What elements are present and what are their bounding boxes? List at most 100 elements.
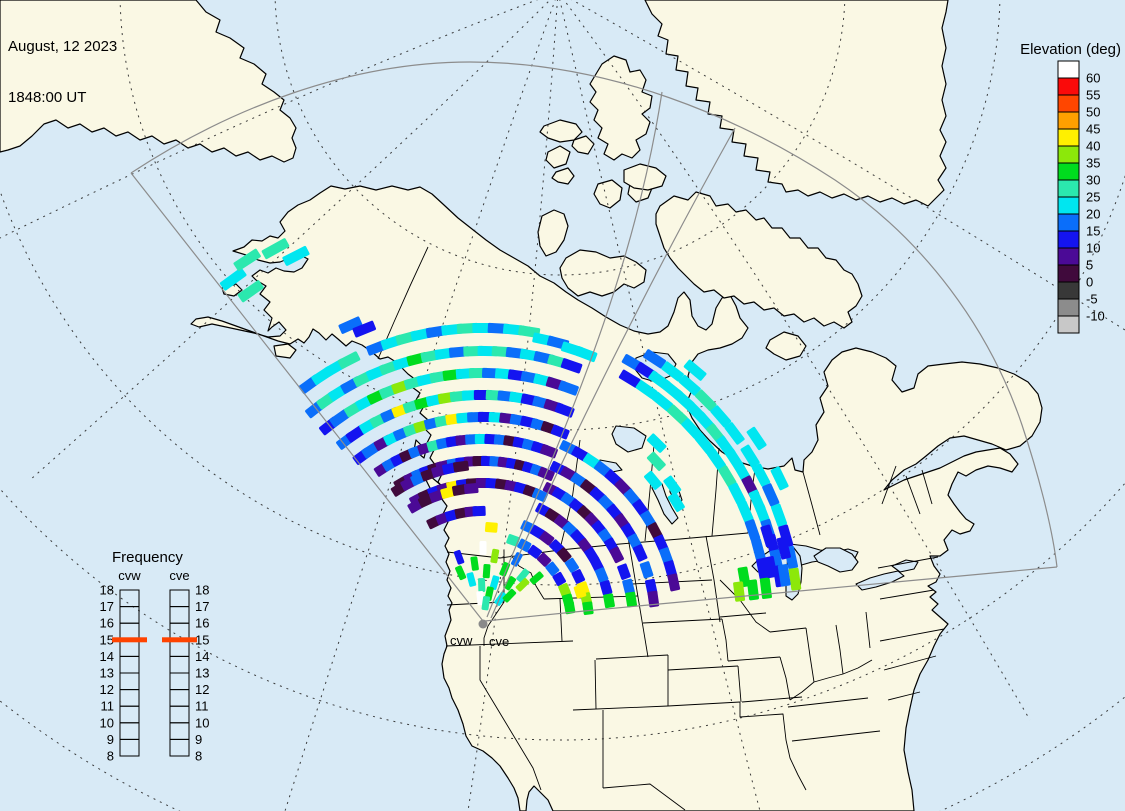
radar-cell bbox=[744, 519, 761, 542]
radar-cell bbox=[617, 563, 631, 580]
radar-cell bbox=[694, 433, 715, 455]
elevation-color-swatch bbox=[1057, 60, 1080, 79]
radar-cell bbox=[573, 584, 587, 599]
elevation-tick-label: 45 bbox=[1086, 122, 1100, 137]
elevation-tick-label: 5 bbox=[1086, 258, 1093, 273]
elevation-tick-label: 30 bbox=[1086, 173, 1100, 188]
frequency-scale-cell bbox=[119, 589, 140, 608]
radar-cell bbox=[502, 588, 517, 603]
radar-cell bbox=[760, 524, 776, 548]
elevation-color-swatch bbox=[1057, 179, 1080, 198]
radar-cell bbox=[609, 546, 624, 564]
date-label: August, 12 2023 bbox=[8, 38, 118, 55]
elevation-color-swatch bbox=[1057, 196, 1080, 215]
radar-site-marker bbox=[478, 619, 488, 629]
frequency-tick-label: 12 bbox=[195, 682, 209, 697]
frequency-scale-cell bbox=[169, 606, 190, 624]
radar-fov-outline bbox=[130, 61, 1058, 622]
frequency-scale-cell bbox=[119, 672, 140, 691]
radar-cell bbox=[470, 556, 479, 571]
elevation-tick-label: 50 bbox=[1086, 105, 1100, 120]
elevation-color-swatch bbox=[1057, 128, 1080, 147]
radar-cell bbox=[503, 576, 517, 591]
radar-cell bbox=[515, 578, 530, 592]
elevation-tick-label: 55 bbox=[1086, 88, 1100, 103]
radar-cell bbox=[644, 470, 663, 490]
radar-cell bbox=[233, 248, 261, 271]
radar-cell bbox=[737, 500, 754, 523]
elevation-tick-label: 0 bbox=[1086, 275, 1093, 290]
radar-cell bbox=[643, 349, 667, 369]
frequency-scale-cell bbox=[169, 705, 190, 724]
radar-cell bbox=[484, 521, 498, 533]
radar-cell bbox=[338, 316, 363, 334]
frequency-tick-label: 14 bbox=[195, 649, 209, 664]
radar-cell bbox=[632, 544, 648, 562]
radar-cell bbox=[646, 451, 666, 471]
frequency-tick-label: 11 bbox=[195, 699, 209, 714]
radar-cell bbox=[558, 583, 572, 597]
land-southampton-island bbox=[765, 331, 807, 361]
frequency-scale-cell bbox=[169, 589, 190, 608]
radar-cell bbox=[683, 359, 707, 381]
land-greenland bbox=[644, 0, 949, 207]
time-label: 1848:00 UT bbox=[8, 89, 87, 106]
elevation-color-swatch bbox=[1057, 230, 1080, 249]
elevation-tick-label: 35 bbox=[1086, 156, 1100, 171]
radar-cell bbox=[539, 531, 555, 546]
radar-cell bbox=[536, 552, 552, 567]
lakes bbox=[597, 351, 919, 601]
radar-cell bbox=[453, 549, 465, 565]
radar-cell bbox=[489, 575, 500, 590]
elevation-color-swatch bbox=[1057, 298, 1080, 317]
frequency-tick-label: 13 bbox=[100, 666, 114, 681]
fov-east-edge bbox=[484, 566, 1058, 622]
frequency-legend-title: Frequency bbox=[112, 549, 183, 566]
elevation-color-swatch bbox=[1057, 315, 1080, 334]
radar-cell bbox=[582, 601, 594, 616]
elevation-color-swatch bbox=[1057, 247, 1080, 266]
radar-cell bbox=[776, 536, 791, 560]
radar-cell bbox=[550, 424, 570, 440]
elevation-color-swatch bbox=[1057, 145, 1080, 164]
radar-cell bbox=[770, 503, 788, 527]
elevation-color-swatch bbox=[1057, 77, 1080, 96]
land-victoria-island bbox=[559, 249, 647, 297]
elevation-color-swatch bbox=[1057, 264, 1080, 283]
radar-cell bbox=[746, 426, 767, 451]
radar-cell bbox=[618, 369, 641, 388]
frequency-tick-label: 8 bbox=[195, 749, 202, 764]
radar-cell bbox=[663, 560, 678, 579]
radar-cell bbox=[455, 565, 467, 581]
lake-huron bbox=[813, 547, 859, 573]
lake-ontario bbox=[891, 559, 919, 573]
land-banks-island bbox=[537, 209, 569, 257]
frequency-scale-cell bbox=[119, 689, 140, 707]
elevation-tick-label: 10 bbox=[1086, 241, 1100, 256]
frequency-tick-label: 16 bbox=[100, 616, 114, 631]
radar-cell bbox=[635, 380, 658, 400]
frequency-tick-label: 8 bbox=[107, 749, 114, 764]
radar-cell bbox=[472, 505, 486, 517]
land-cornwallis-island bbox=[571, 135, 595, 155]
frequency-column-label-cvw: cvw bbox=[118, 568, 141, 583]
radar-cell bbox=[594, 567, 609, 583]
timestamp-block: August, 12 2023 1848:00 UT bbox=[8, 4, 117, 140]
radar-cell bbox=[777, 563, 791, 587]
radar-cell bbox=[647, 590, 660, 608]
frequency-scale-cell bbox=[119, 722, 140, 740]
radar-cell bbox=[479, 541, 487, 555]
radar-cell bbox=[646, 433, 667, 453]
frequency-scale-cell bbox=[169, 655, 190, 674]
lake-winnipeg bbox=[651, 477, 679, 525]
fov-divider-cve bbox=[490, 127, 736, 619]
site-label-cvw: cvw bbox=[450, 633, 473, 648]
radar-cell bbox=[463, 483, 479, 494]
elevation-tick-label: 15 bbox=[1086, 224, 1100, 239]
radar-cell bbox=[237, 280, 264, 303]
elevation-tick-label: 60 bbox=[1086, 71, 1100, 86]
frequency-scale-cell bbox=[119, 655, 140, 674]
radar-cell bbox=[639, 561, 654, 579]
